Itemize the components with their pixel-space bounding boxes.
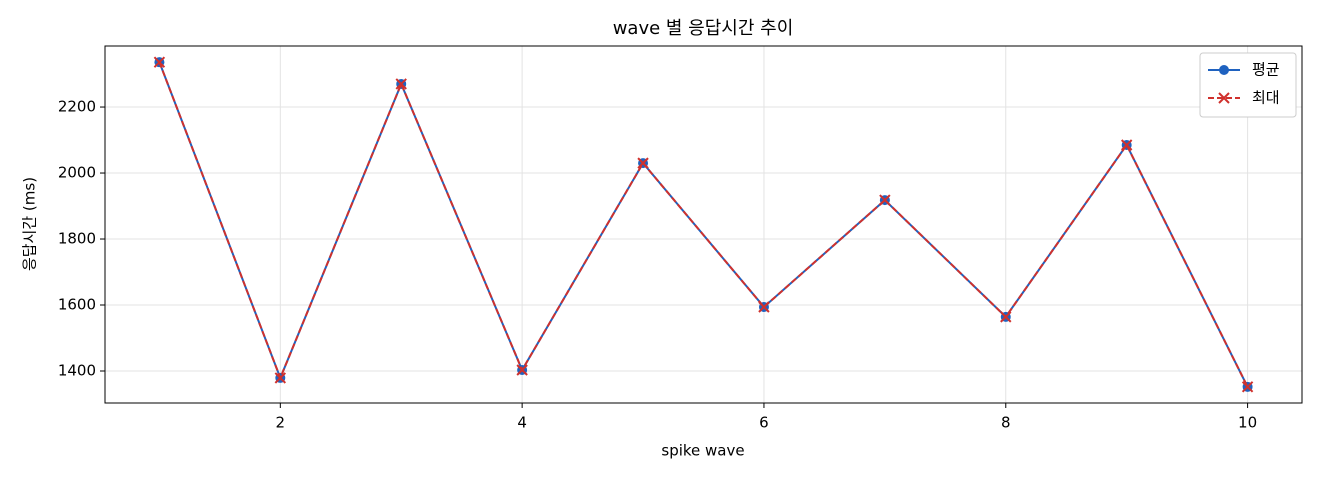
legend-marker [1218,92,1230,104]
legend-label: 평균 [1252,61,1280,79]
marker [516,364,528,376]
marker [1241,381,1254,393]
y-tick-label: 2000 [58,164,96,182]
x-tick-label: 8 [1001,414,1011,432]
chart-title: wave 별 응답시간 추이 [613,18,794,39]
marker [1120,139,1133,151]
plot-frame [104,45,1303,404]
legend-marker [1219,65,1229,75]
y-tick-label: 2200 [58,98,96,116]
legend-box [1199,52,1297,118]
y-axis-label: 응답시간 (ms) [21,177,39,271]
marker [879,194,891,206]
legend-label: 최대 [1252,89,1280,107]
y-tick-label: 1600 [58,296,96,314]
marker [1000,311,1012,323]
x-axis-label: spike wave [661,442,744,460]
y-tick-label: 1800 [58,230,96,248]
marker [758,301,770,313]
marker [637,157,649,169]
x-tick-label: 10 [1238,414,1257,432]
y-tick-label: 1400 [58,361,96,379]
marker [395,78,407,90]
marker [153,56,166,68]
series-line [158,61,1249,388]
marker [274,372,287,384]
series-line [158,61,1249,388]
x-tick-label: 2 [276,414,286,432]
x-tick-label: 6 [759,414,769,432]
x-tick-label: 4 [517,414,527,432]
